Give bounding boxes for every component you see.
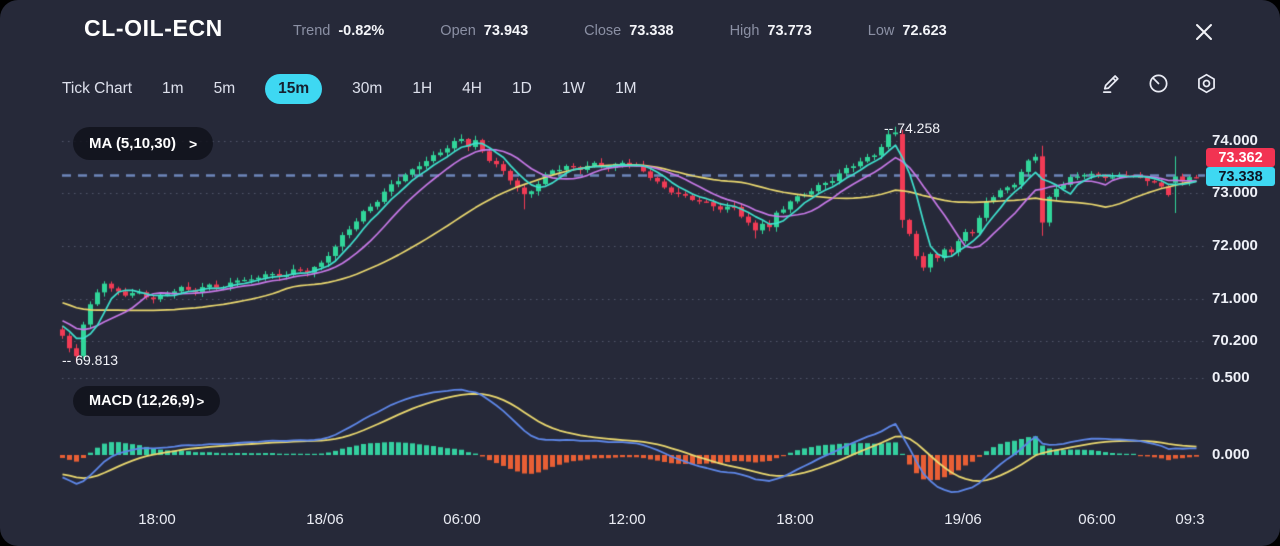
symbol-title: CL-OIL-ECN: [84, 15, 223, 41]
timeframe-tick-chart[interactable]: Tick Chart: [62, 80, 133, 97]
stat-high: High 73.773: [730, 23, 812, 39]
last-price-badge: 73.362: [1206, 148, 1275, 167]
stat-value: 73.943: [483, 23, 529, 39]
close-button[interactable]: [1192, 20, 1216, 44]
y-axis-label: 72.000: [1212, 237, 1258, 254]
stat-label: Low: [867, 23, 895, 39]
timeframe-5m[interactable]: 5m: [213, 80, 236, 97]
stat-label: Trend: [293, 23, 331, 39]
price-annotation: -- 74.258: [884, 120, 941, 136]
settings-icon[interactable]: [1195, 72, 1218, 95]
timeframe-4h[interactable]: 4H: [462, 80, 482, 97]
y-axis-label: 74.000: [1212, 132, 1258, 149]
x-axis-label: 18:00: [776, 511, 814, 528]
stat-label: High: [729, 23, 760, 39]
x-axis-label: 18/06: [306, 511, 344, 528]
x-axis-label: 09:3: [1175, 511, 1205, 528]
stat-value: 72.623: [902, 23, 947, 39]
timeframe-toolbar: Tick Chart 1m 5m 15m 30m 1H 4H 1D 1W 1M: [62, 74, 637, 104]
y-axis-label: 0.000: [1212, 446, 1250, 463]
macd-indicator-pill[interactable]: MACD (12,26,9) >: [73, 386, 221, 416]
chart-tools: [1099, 72, 1218, 95]
timeframe-30m[interactable]: 30m: [352, 80, 383, 97]
macd-label: MACD (12,26,9): [89, 393, 195, 409]
draw-icon[interactable]: [1099, 72, 1122, 95]
stat-label: Open: [440, 23, 476, 39]
ma-indicator-pill[interactable]: MA (5,10,30) >: [73, 127, 214, 160]
stat-close: Close 73.338: [584, 23, 673, 39]
x-axis-label: 18:00: [138, 511, 176, 528]
stat-trend: Trend -0.82%: [293, 23, 384, 39]
close-icon: [1196, 24, 1212, 40]
chevron-right-icon: >: [188, 135, 198, 152]
header-stats: Trend -0.82% Open 73.943 Close 73.338 High 73.7…: [293, 23, 947, 39]
timeframe-1m[interactable]: 1M: [615, 80, 637, 97]
x-axis-label: 12:00: [608, 511, 646, 528]
x-axis-label: 06:00: [443, 511, 481, 528]
chevron-right-icon: >: [196, 393, 205, 409]
stat-label: Close: [584, 23, 622, 39]
y-axis-label: 73.000: [1212, 184, 1258, 201]
timeframe-1h[interactable]: 1H: [412, 80, 433, 97]
timeframe-1d[interactable]: 1D: [511, 80, 532, 97]
timeframe-1w[interactable]: 1W: [561, 80, 586, 97]
y-axis-label: 0.500: [1212, 369, 1250, 386]
y-axis-label: 71.000: [1212, 290, 1258, 307]
y-axis-label: 70.200: [1212, 332, 1258, 349]
timeframe-15m[interactable]: 15m: [265, 74, 323, 104]
price-annotation: -- 69.813: [62, 352, 119, 368]
stat-low: Low 72.623: [868, 23, 947, 39]
stat-value: -0.82%: [338, 23, 385, 39]
close-price-badge: 73.338: [1206, 167, 1275, 186]
timeframe-1m[interactable]: 1m: [162, 80, 184, 97]
x-axis-label: 06:00: [1078, 511, 1116, 528]
stat-value: 73.338: [629, 23, 674, 39]
stat-open: Open 73.943: [440, 23, 528, 39]
ma-label: MA (5,10,30): [89, 135, 176, 152]
stat-value: 73.773: [767, 23, 812, 39]
timer-icon[interactable]: [1147, 72, 1170, 95]
x-axis-label: 19/06: [944, 511, 982, 528]
